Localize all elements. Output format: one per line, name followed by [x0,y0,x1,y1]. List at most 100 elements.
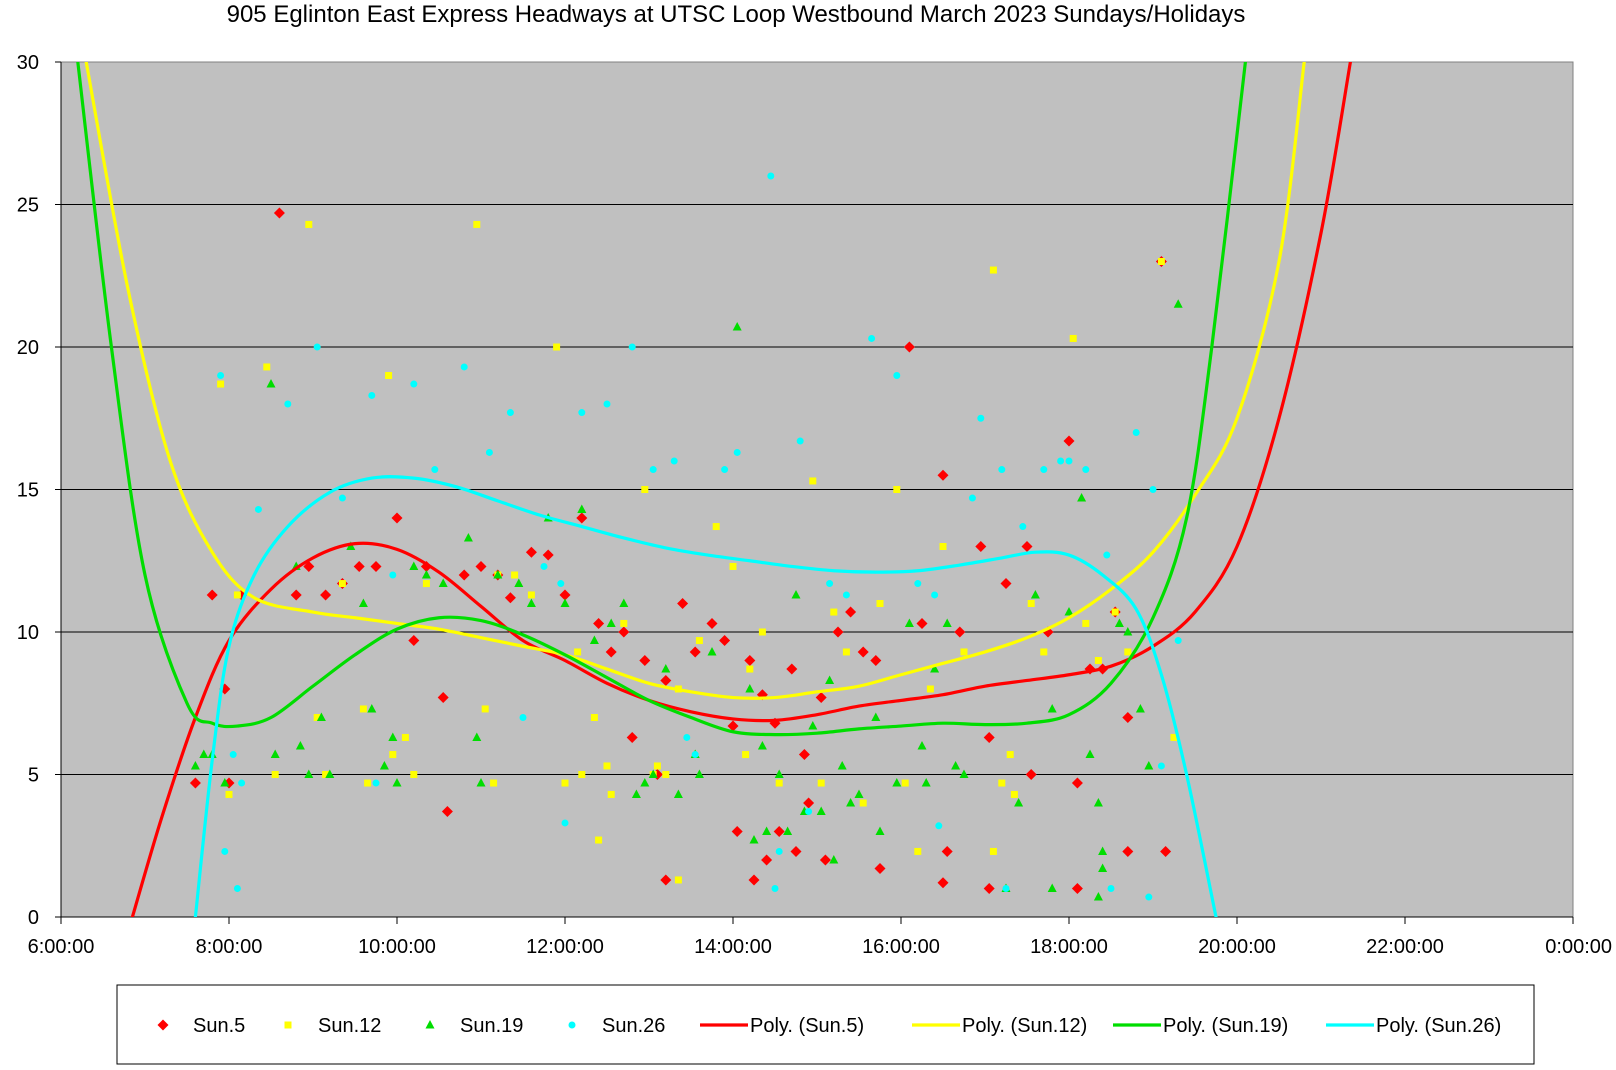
data-point [660,674,672,686]
data-point [830,608,838,616]
data-point [926,685,934,693]
data-point [504,592,516,604]
data-point [1077,493,1087,502]
data-point [868,334,876,342]
data-point [542,549,554,561]
data-point [217,380,225,388]
data-point [389,751,397,759]
data-point [540,562,548,570]
data-point [1069,334,1077,342]
data-point [561,779,569,787]
data-point [859,799,867,807]
data-point [901,779,909,787]
y-tick-label: 15 [17,480,39,502]
data-point [1093,892,1103,901]
data-point [460,363,468,371]
data-point [263,363,271,371]
data-point [514,578,524,588]
data-point [368,391,376,399]
legend-entry: Poly. (Sun.12) [912,1015,1087,1037]
data-point [832,626,844,638]
data-point [983,883,995,894]
data-point [401,733,409,741]
data-point [746,665,754,673]
data-point [1010,790,1018,798]
data-point [270,749,280,759]
data-point [937,877,949,889]
x-tick-label: 20:00:00 [1198,936,1276,958]
data-point [773,826,785,837]
data-point [706,617,718,629]
data-point [441,806,453,818]
data-point [389,571,397,579]
data-point [1170,733,1178,741]
y-tick-label: 10 [17,622,39,644]
data-point [364,779,372,787]
data-point [960,648,968,656]
data-point [719,635,731,647]
data-point [653,762,661,770]
data-point [221,847,229,855]
data-point [313,343,321,351]
data-point [761,854,773,866]
legend-marker-swatch [425,1020,435,1029]
legend-label: Poly. (Sun.12) [962,1015,1087,1037]
grid-lines [61,204,1573,775]
data-point [358,598,368,607]
data-point [322,771,330,778]
data-point [410,771,418,778]
data-point [825,675,835,684]
data-point [1103,551,1111,559]
data-point [903,341,915,353]
x-tick-label: 10:00:00 [358,936,436,958]
data-point [220,778,230,787]
y-tick-label: 25 [17,195,39,217]
data-point [989,847,997,855]
data-point [998,466,1006,474]
data-point [473,220,481,228]
data-point [1040,648,1048,656]
data-point [620,619,628,627]
data-point [603,762,611,770]
data-point [1135,703,1145,713]
data-point [525,546,537,558]
data-point [1094,657,1102,664]
data-point [519,714,527,721]
legend-entry: Poly. (Sun.5) [700,1015,864,1037]
x-tick-label: 16:00:00 [862,936,940,958]
data-point [493,570,503,579]
data-point [313,714,321,721]
data-point [385,372,393,379]
data-point [290,589,302,601]
data-point [893,372,901,379]
y-tick-label: 0 [28,907,39,929]
data-point [304,769,314,778]
data-point [458,569,470,581]
data-point [490,779,498,787]
data-point [595,836,603,844]
data-point [557,580,565,588]
data-point [921,778,931,787]
x-tick-label: 12:00:00 [526,936,604,958]
data-point [217,372,225,379]
trendline-poly-sun-5 [130,62,1352,917]
data-point [826,580,834,588]
data-point [271,771,279,778]
data-point [916,617,928,629]
data-point [1047,703,1057,713]
data-point [1027,600,1035,607]
y-tick-label: 20 [17,337,39,359]
data-point [526,598,536,607]
data-point [798,749,810,761]
legend-label: Sun.19 [460,1015,523,1037]
data-point [786,663,798,675]
data-point [590,714,598,721]
data-point [1160,845,1172,857]
data-point [527,591,535,599]
data-point [729,562,737,570]
data-point [367,703,377,713]
data-point [689,646,701,658]
data-point [989,266,997,274]
data-point [553,343,561,351]
